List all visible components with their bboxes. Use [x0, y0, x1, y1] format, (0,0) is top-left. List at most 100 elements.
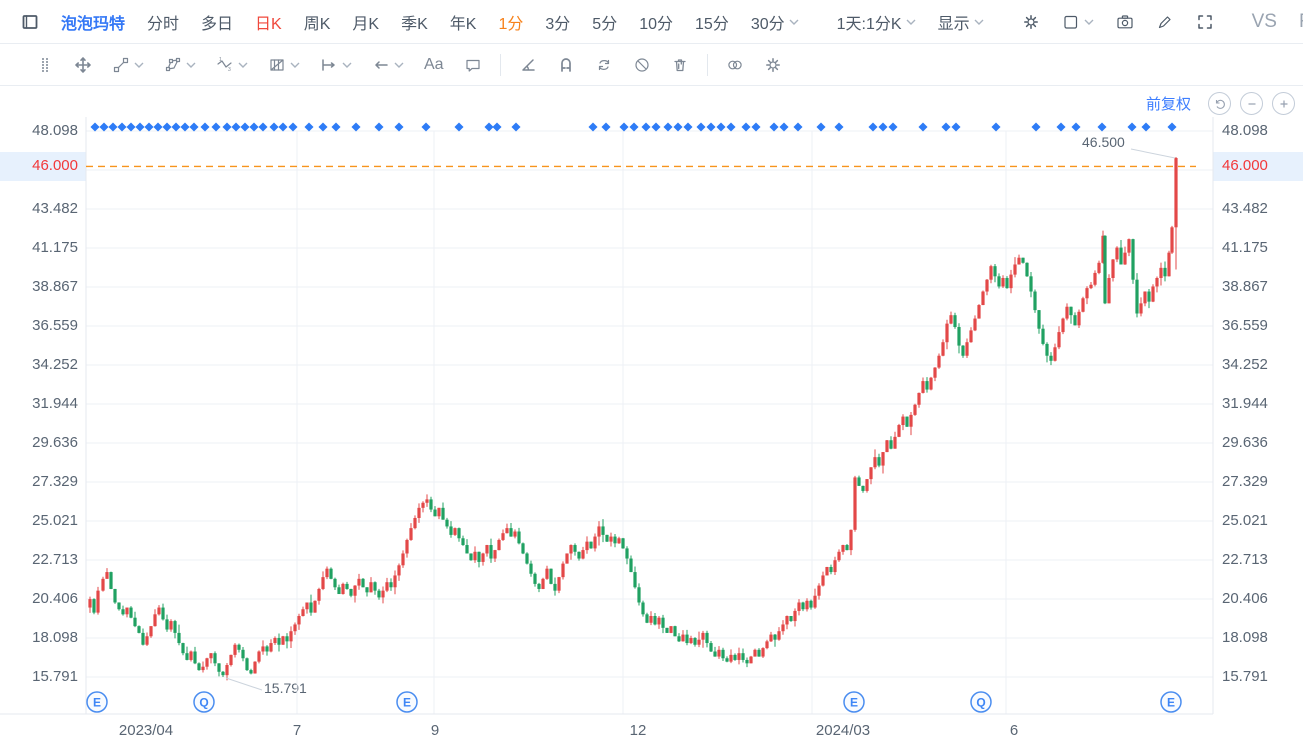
y-axis-label: 25.021: [1222, 512, 1268, 529]
high-annotation-leader: [1130, 148, 1176, 159]
y-axis-label: 29.636: [32, 434, 78, 451]
tab-5min[interactable]: 5分: [592, 15, 618, 33]
tab-15min[interactable]: 15分: [695, 15, 729, 33]
draw-icon[interactable]: [1156, 13, 1174, 31]
zoom-out-button[interactable]: [1240, 92, 1263, 115]
tab-quarterly-k[interactable]: 季K: [401, 15, 428, 33]
event-marker-Q[interactable]: Q: [193, 691, 215, 713]
y-axis-label: 15.791: [1222, 668, 1268, 685]
chevron-down-icon: [290, 61, 300, 69]
drawing-settings-icon[interactable]: [764, 56, 782, 74]
measure-tool[interactable]: [320, 56, 352, 74]
y-axis-label: 29.636: [1222, 434, 1268, 451]
x-axis-label: 12: [629, 722, 647, 739]
window-icon[interactable]: [21, 13, 39, 31]
tab-monthly-k[interactable]: 月K: [352, 15, 380, 33]
tab-3min[interactable]: 3分: [545, 15, 571, 33]
svg-text:1: 1: [219, 57, 222, 63]
event-marker-E[interactable]: E: [86, 691, 108, 713]
y-axis-label: 43.482: [1222, 200, 1268, 217]
y-axis-label: 22.713: [1222, 551, 1268, 569]
event-marker-E[interactable]: E: [843, 691, 865, 713]
low-annotation: 15.791: [264, 680, 307, 696]
svg-text:Q: Q: [976, 696, 985, 710]
minus-icon: [1248, 102, 1255, 105]
y-axis-label: 43.482: [32, 200, 78, 217]
tab-multiday[interactable]: 多日: [201, 15, 234, 33]
y-axis-label: 48.098: [1222, 122, 1268, 139]
tab-30min[interactable]: 30分: [751, 10, 799, 34]
tab-daily-k[interactable]: 日K: [255, 15, 282, 33]
event-marker-E[interactable]: E: [396, 691, 418, 713]
undo-button[interactable]: [1208, 92, 1231, 115]
y-axis-label: 18.098: [1222, 629, 1268, 646]
y-axis-label: 34.252: [1222, 356, 1268, 373]
shape-tool[interactable]: [164, 56, 196, 74]
tab-10min[interactable]: 10分: [639, 15, 674, 33]
stock-name[interactable]: 泡泡玛特: [61, 15, 126, 33]
y-axis-label: 38.867: [1222, 278, 1268, 295]
arrow-tool[interactable]: [372, 56, 404, 74]
drawing-toolbar: 1 3 Aa: [0, 44, 1303, 86]
camera-icon[interactable]: [1116, 13, 1134, 31]
y-axis-label: 25.021: [32, 512, 78, 529]
y-axis-label: 48.098: [32, 122, 78, 139]
event-marker-Q[interactable]: Q: [970, 691, 992, 713]
y-axis-label: 20.406: [32, 590, 78, 607]
layout-style-icon[interactable]: [1062, 13, 1094, 31]
tab-weekly-k[interactable]: 周K: [303, 15, 331, 33]
chevron-down-icon: [238, 61, 248, 69]
x-axis-label: 2024/03: [815, 722, 871, 739]
note-tool[interactable]: [464, 56, 482, 74]
y-axis-label: 31.944: [32, 395, 78, 412]
svg-text:E: E: [403, 696, 411, 710]
y-axis-label: 20.406: [1222, 590, 1268, 607]
tab-yearly-k[interactable]: 年K: [449, 15, 477, 33]
continuous-draw-tool[interactable]: [595, 56, 613, 74]
current-price-label: 46.000: [32, 157, 78, 175]
zoom-in-button[interactable]: [1272, 92, 1295, 115]
drag-handle[interactable]: [36, 56, 54, 74]
tab-timeshare[interactable]: 分时: [147, 15, 180, 33]
announcement-markers[interactable]: [90, 122, 1177, 132]
pattern-tool[interactable]: [268, 56, 300, 74]
x-axis-label: 6: [1009, 722, 1019, 739]
current-price-label: 46.000: [1222, 157, 1268, 175]
angle-tool[interactable]: [519, 56, 537, 74]
fullscreen-icon[interactable]: [1196, 13, 1214, 31]
chevron-down-icon: [906, 18, 916, 26]
y-axis-label: 15.791: [32, 668, 78, 685]
delete-drawings-tool[interactable]: [671, 56, 689, 74]
y-axis-label: 27.329: [32, 473, 78, 490]
svg-text:Q: Q: [199, 696, 208, 710]
svg-text:E: E: [1167, 696, 1175, 710]
hide-drawings-tool[interactable]: [633, 56, 651, 74]
current-price-band: [0, 151, 86, 181]
f10-button[interactable]: F10: [1299, 11, 1303, 33]
vs-button[interactable]: VS: [1251, 10, 1277, 32]
compare-tool[interactable]: [726, 56, 744, 74]
settings-icon[interactable]: [1022, 13, 1040, 31]
y-axis-label: 18.098: [32, 629, 78, 646]
magnet-tool[interactable]: [557, 56, 575, 74]
chevron-down-icon: [1084, 18, 1094, 26]
move-tool[interactable]: [74, 56, 92, 74]
tab-1min[interactable]: 1分: [498, 15, 524, 33]
y-axis-label: 34.252: [32, 356, 78, 373]
tab-custom-period[interactable]: 1天:1分K: [837, 10, 916, 34]
y-axis-label: 31.944: [1222, 395, 1268, 412]
event-marker-E[interactable]: E: [1160, 691, 1182, 713]
candlestick-series: [88, 156, 1178, 681]
display-menu[interactable]: 显示: [938, 10, 984, 34]
trendline-tool[interactable]: [112, 56, 144, 74]
chevron-down-icon: [789, 18, 799, 26]
high-annotation: 46.500: [1082, 134, 1125, 150]
text-tool[interactable]: Aa: [424, 55, 444, 73]
toolbar-separator: [499, 53, 501, 76]
chevron-down-icon: [134, 61, 144, 69]
adjust-mode-link[interactable]: 前复权: [1145, 96, 1191, 113]
chevron-down-icon: [974, 18, 984, 26]
